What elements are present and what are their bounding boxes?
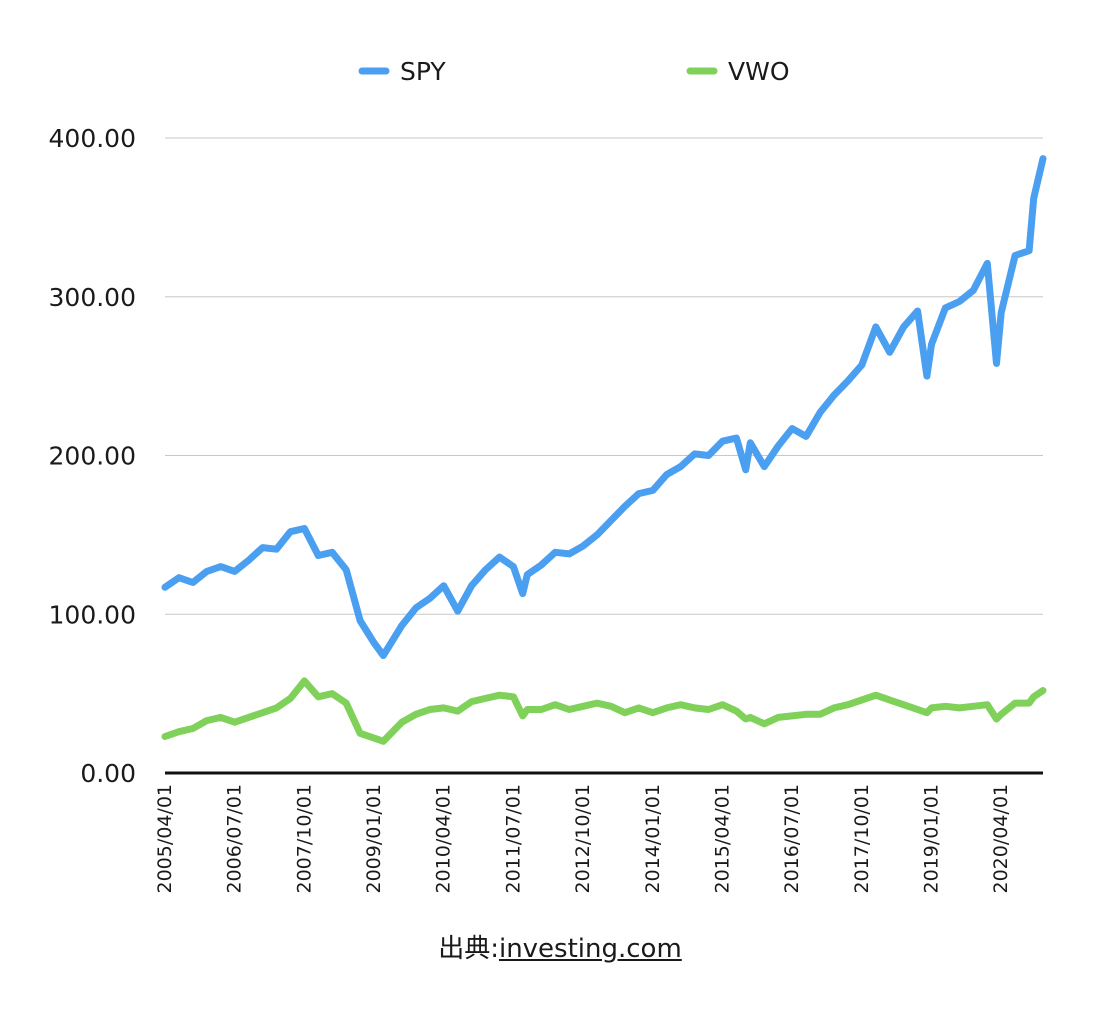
legend-item-vwo: VWO	[686, 57, 790, 86]
x-tick-label: 2005/04/01	[154, 784, 176, 894]
x-tick-label: 2011/07/01	[502, 784, 524, 894]
grid-lines	[165, 137, 1043, 615]
legend: SPY VWO	[358, 57, 790, 86]
y-tick-label: 200.00	[49, 442, 136, 471]
x-axis-ticks: 2005/04/01 2006/07/01 2007/10/01 2009/01/01…	[154, 784, 1012, 894]
x-tick-label: 2006/07/01	[224, 784, 246, 894]
x-tick-label: 2017/10/01	[851, 784, 873, 894]
y-tick-label: 300.00	[49, 283, 136, 312]
series-line-spy	[161, 155, 1047, 659]
x-tick-label: 2016/07/01	[781, 784, 803, 894]
legend-label: SPY	[400, 57, 446, 86]
y-axis-ticks: 0.00 100.00 200.00 300.00 400.00	[49, 124, 136, 788]
x-tick-label: 2012/10/01	[572, 784, 594, 894]
x-tick-label: 2015/04/01	[711, 784, 733, 894]
legend-item-spy: SPY	[358, 57, 446, 86]
legend-label: VWO	[728, 57, 790, 86]
source-note: 出典:investing.com	[0, 928, 1120, 965]
x-tick-label: 2020/04/01	[990, 784, 1012, 894]
x-tick-label: 2014/01/01	[642, 784, 664, 894]
y-tick-label: 100.00	[49, 600, 136, 629]
source-prefix: 出典:	[438, 934, 499, 964]
series-line-vwo	[161, 677, 1047, 745]
y-tick-label: 400.00	[49, 124, 136, 153]
x-tick-label: 2019/01/01	[921, 784, 943, 894]
source-link[interactable]: investing.com	[498, 934, 682, 964]
y-tick-label: 0.00	[80, 759, 136, 788]
x-tick-label: 2009/01/01	[363, 784, 385, 894]
x-tick-label: 2007/10/01	[293, 784, 315, 894]
series-lines	[161, 155, 1047, 745]
x-tick-label: 2010/04/01	[433, 784, 455, 894]
